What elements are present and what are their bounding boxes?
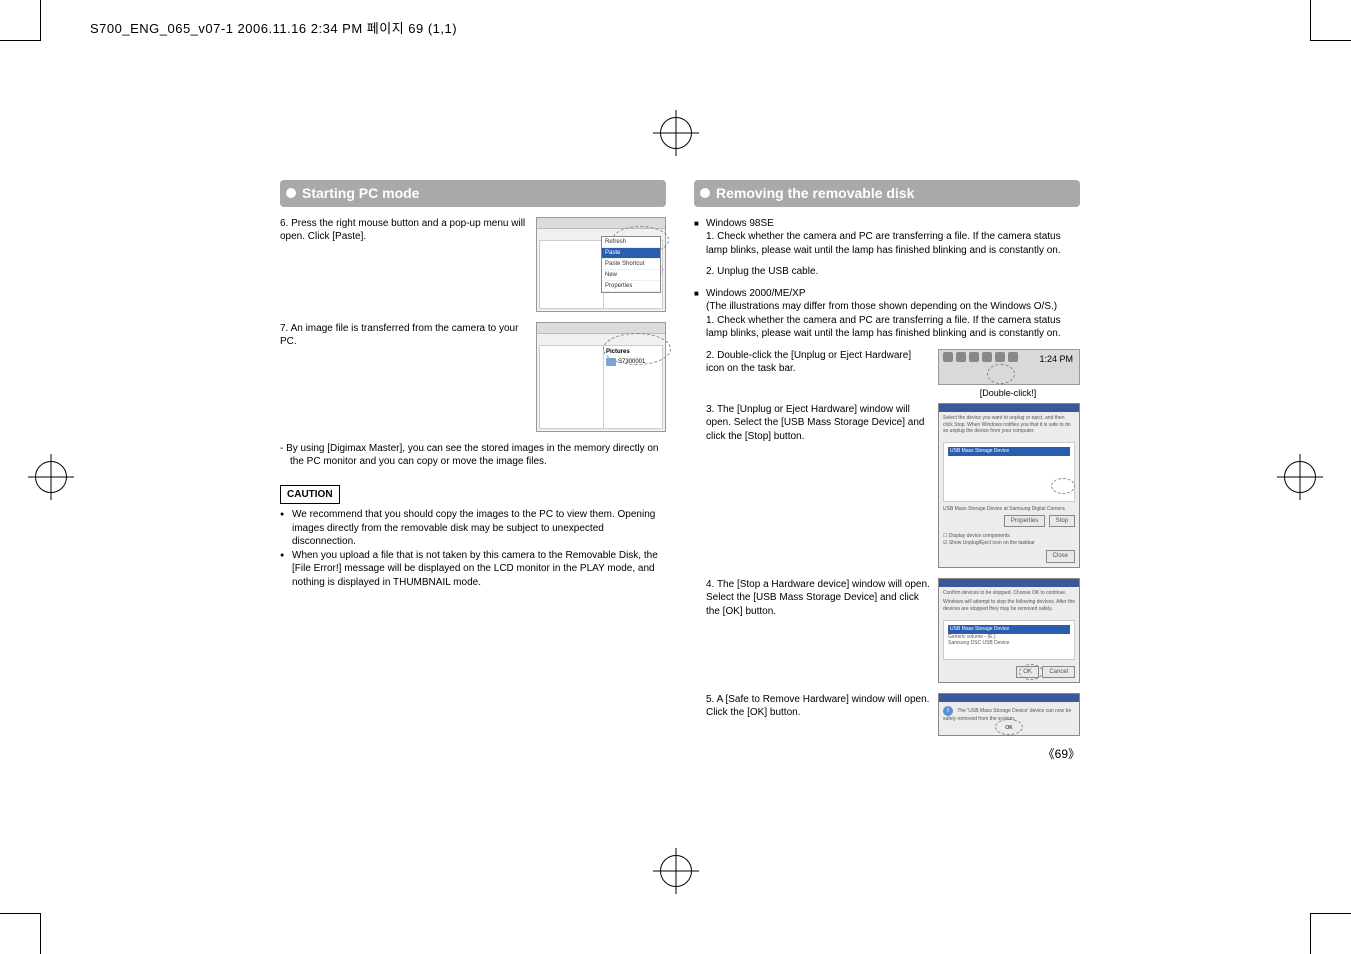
stop-highlight <box>1051 478 1075 494</box>
menu-refresh[interactable]: Refresh <box>602 237 660 248</box>
tray-icon[interactable] <box>982 352 992 362</box>
explorer-screenshot-transfer: Pictures S7300001 <box>536 322 666 432</box>
step7-row: 7. An image file is transferred from the… <box>280 322 666 432</box>
win2k-step3: 3. The [Unplug or Eject Hardware] window… <box>694 403 930 444</box>
right-section-title: Removing the removable disk <box>694 180 1080 207</box>
caution-item-2: When you upload a file that is not taken… <box>280 549 666 590</box>
caution-label: CAUTION <box>280 485 340 505</box>
step7-text: 7. An image file is transferred from the… <box>280 322 528 349</box>
system-tray: 1:24 PM <box>938 349 1080 385</box>
highlight-cloud-3 <box>603 333 671 365</box>
crop-mark-tl <box>0 0 41 41</box>
dialog-footer-text: USB Mass Storage Device at Samsung Digit… <box>939 506 1079 513</box>
info-icon: i <box>943 706 953 716</box>
win2k-step3-row: 3. The [Unplug or Eject Hardware] window… <box>694 403 1080 568</box>
win2k-step2-row: 2. Double-click the [Unplug or Eject Har… <box>694 349 1080 385</box>
win2k-step5: 5. A [Safe to Remove Hardware] window wi… <box>694 693 930 720</box>
tray-icon[interactable] <box>1008 352 1018 362</box>
checkbox-components-label: Display device components <box>949 533 1010 539</box>
left-section-title: Starting PC mode <box>280 180 666 207</box>
registration-mark-right <box>1277 454 1323 500</box>
dialog-titlebar <box>939 404 1079 412</box>
explorer-screenshot-paste: Refresh Paste Paste Shortcut New Propert… <box>536 217 666 312</box>
dialog4-body: USB Mass Storage Device Generic volume -… <box>943 620 1075 660</box>
dialog5-titlebar <box>939 694 1079 702</box>
checkbox-showicon[interactable]: ☑ Show Unplug/Eject icon on the taskbar <box>943 540 1075 547</box>
unplug-dialog: Select the device you want to unplug or … <box>938 403 1080 568</box>
right-column: Removing the removable disk Windows 98SE… <box>694 180 1080 763</box>
registration-mark-top <box>653 110 699 156</box>
dialog4-item3[interactable]: Samsung DSC USB Device <box>948 640 1070 647</box>
explorer-tree-2 <box>539 345 605 429</box>
win98-step1: 1. Check whether the camera and PC are t… <box>694 230 1080 257</box>
registration-mark-bottom <box>653 848 699 894</box>
tray-highlight <box>987 364 1015 384</box>
left-column: Starting PC mode 6. Press the right mous… <box>280 180 666 763</box>
step6-text: 6. Press the right mouse button and a po… <box>280 217 528 244</box>
crop-mark-tr <box>1310 0 1351 41</box>
content-columns: Starting PC mode 6. Press the right mous… <box>280 180 1080 763</box>
tray-time: 1:24 PM <box>1039 353 1073 365</box>
dialog4-text2: Windows will attempt to stop the followi… <box>939 599 1079 616</box>
tray-wrapper: 1:24 PM [Double-click!] <box>938 349 1080 385</box>
registration-mark-left <box>28 454 74 500</box>
menu-paste-shortcut[interactable]: Paste Shortcut <box>602 259 660 270</box>
caution-item-1: We recommend that you should copy the im… <box>280 508 666 549</box>
dialog-body: USB Mass Storage Device <box>943 442 1075 502</box>
win2k-step4-row: 4. The [Stop a Hardware device] window w… <box>694 578 1080 683</box>
tray-icon[interactable] <box>943 352 953 362</box>
caution-list: We recommend that you should copy the im… <box>280 508 666 589</box>
win98-header: Windows 98SE <box>694 217 1080 231</box>
win2k-step1: 1. Check whether the camera and PC are t… <box>694 314 1080 341</box>
win2k-step5-row: 5. A [Safe to Remove Hardware] window wi… <box>694 693 1080 737</box>
stop-device-dialog: Confirm devices to be stopped. Choose OK… <box>938 578 1080 683</box>
digimax-note: - By using [Digimax Master], you can see… <box>280 442 666 469</box>
win2k-note: (The illustrations may differ from those… <box>694 300 1080 314</box>
tray-icon[interactable] <box>995 352 1005 362</box>
tray-icon[interactable] <box>969 352 979 362</box>
dialog4-text1: Confirm devices to be stopped. Choose OK… <box>939 587 1079 600</box>
usb-device-item[interactable]: USB Mass Storage Device <box>948 447 1070 456</box>
win2k-step2: 2. Double-click the [Unplug or Eject Har… <box>694 349 930 376</box>
header-meta: S700_ENG_065_v07-1 2006.11.16 2:34 PM 페이… <box>90 18 457 37</box>
dialog4-item2[interactable]: Generic volume - (E:) <box>948 634 1070 641</box>
ok-highlight-4 <box>1019 664 1043 680</box>
step6-row: 6. Press the right mouse button and a po… <box>280 217 666 312</box>
ok-highlight-5 <box>995 719 1023 735</box>
page: S700_ENG_065_v07-1 2006.11.16 2:34 PM 페이… <box>0 0 1351 954</box>
explorer-tree <box>539 240 605 309</box>
win2k-header: Windows 2000/ME/XP <box>694 287 1080 301</box>
stop-button[interactable]: Stop <box>1049 515 1075 527</box>
dialog-buttons: Properties Stop <box>939 513 1079 531</box>
crop-mark-bl <box>0 913 41 954</box>
tray-icon[interactable] <box>956 352 966 362</box>
explorer-menubar-2 <box>537 323 665 334</box>
close-button[interactable]: Close <box>1046 550 1075 562</box>
dialog4-item1[interactable]: USB Mass Storage Device <box>948 625 1070 634</box>
checkbox-components[interactable]: ☐ Display device components <box>943 533 1075 540</box>
tray-caption: [Double-click!] <box>938 387 1078 399</box>
dialog-instruction: Select the device you want to unplug or … <box>939 412 1079 438</box>
dialog4-titlebar <box>939 579 1079 587</box>
cancel-button[interactable]: Cancel <box>1042 666 1075 678</box>
menu-new[interactable]: New <box>602 270 660 281</box>
menu-paste[interactable]: Paste <box>602 248 660 259</box>
checkbox-showicon-label: Show Unplug/Eject icon on the taskbar <box>949 540 1035 546</box>
properties-button[interactable]: Properties <box>1004 515 1045 527</box>
safe-remove-dialog: i The 'USB Mass Storage Device' device c… <box>938 693 1080 737</box>
win2k-step4: 4. The [Stop a Hardware device] window w… <box>694 578 930 619</box>
page-number: 《69》 <box>694 746 1080 762</box>
crop-mark-br <box>1310 913 1351 954</box>
tray-icons <box>943 352 1018 362</box>
context-menu: Refresh Paste Paste Shortcut New Propert… <box>601 236 661 293</box>
menu-properties[interactable]: Properties <box>602 281 660 292</box>
win98-step2: 2. Unplug the USB cable. <box>694 265 1080 279</box>
